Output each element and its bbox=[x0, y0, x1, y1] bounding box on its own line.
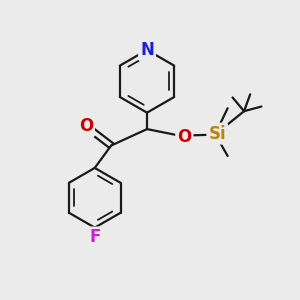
Text: Si: Si bbox=[208, 124, 226, 142]
Text: F: F bbox=[89, 229, 100, 247]
Text: O: O bbox=[79, 117, 93, 135]
Text: O: O bbox=[177, 128, 191, 146]
Text: N: N bbox=[140, 41, 154, 59]
